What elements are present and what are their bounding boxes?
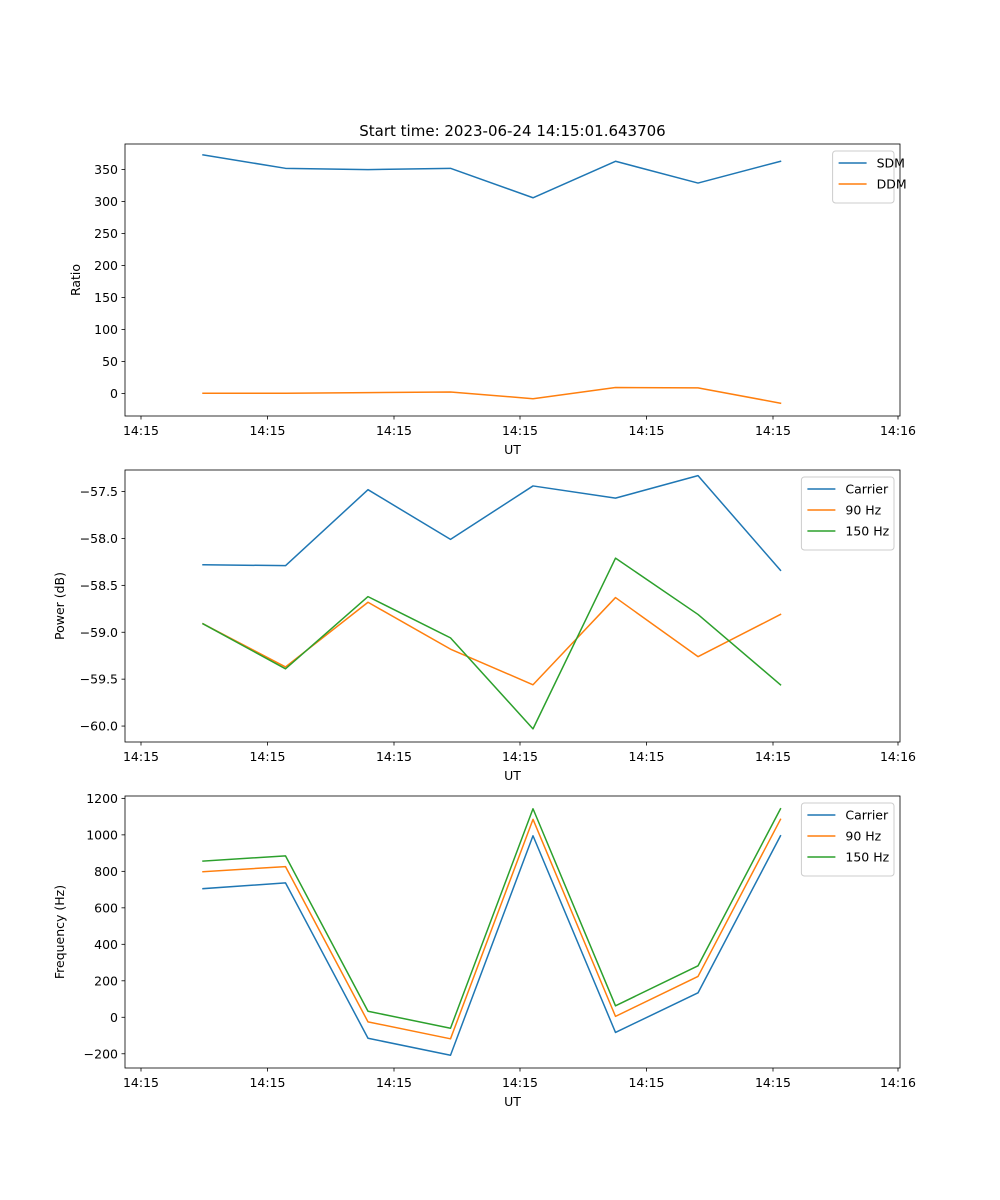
legend: Carrier 90 Hz 150 Hz: [800, 476, 895, 551]
x-tick-label: 14:15: [376, 423, 412, 438]
y-axis-label: Ratio: [68, 264, 83, 296]
series-line-carrier: [202, 474, 782, 572]
chart-panel-2: −60.0 −59.5 −59.0 −58.5 −58.0 −57.5 14:15 14:15…: [52, 469, 916, 783]
y-tick-label: 50: [102, 354, 118, 369]
legend-label: DDM: [877, 177, 907, 192]
legend: Carrier 90 Hz 150 Hz: [800, 802, 895, 877]
x-tick-label: 14:15: [502, 749, 538, 764]
x-tick-label: 14:15: [502, 1075, 538, 1090]
legend-label: Carrier: [845, 482, 889, 497]
legend-label: Carrier: [845, 808, 889, 823]
y-tick-label: 150: [94, 290, 118, 305]
y-tick-label: 1000: [86, 827, 118, 842]
chart-panel-3: −200 0 200 400 600 800 1000 1200 14:15 14:15 14:15…: [52, 791, 916, 1109]
legend-box: [832, 150, 895, 204]
x-tick-label: 14:15: [249, 423, 285, 438]
x-tick-label: 14:15: [755, 423, 791, 438]
series-line-ddm: [202, 386, 782, 405]
series-line-150-hz: [202, 807, 782, 1029]
x-tick-label: 14:15: [376, 749, 412, 764]
y-tick-label: −200: [84, 1046, 118, 1061]
y-tick-label: 300: [94, 194, 118, 209]
x-tick-label: 14:15: [376, 1075, 412, 1090]
legend-label: 150 Hz: [845, 524, 889, 539]
figure-title: Start time: 2023-06-24 14:15:01.643706: [359, 122, 665, 140]
x-axis-label: UT: [504, 768, 521, 783]
series-line-sdm: [202, 154, 782, 199]
axes-frame: [124, 143, 901, 417]
x-tick-label: 14:15: [628, 423, 664, 438]
x-tick-label: 14:15: [628, 1075, 664, 1090]
x-tick-label: 14:15: [123, 423, 159, 438]
legend-label: SDM: [877, 156, 905, 171]
chart-panel-1: 0 50 100 150 200 250 300 350 14:15 14:15 14:15 14:1…: [68, 143, 916, 457]
series-line-carrier: [202, 834, 782, 1056]
panels: 0 50 100 150 200 250 300 350 14:15 14:15 14:15 14:1…: [52, 143, 916, 1109]
x-tick-label: 14:15: [755, 1075, 791, 1090]
y-tick-label: −60.0: [80, 719, 118, 734]
x-tick-label: 14:15: [249, 749, 285, 764]
y-tick-label: 600: [94, 900, 118, 915]
y-tick-label: 400: [94, 937, 118, 952]
y-tick-label: 1200: [86, 791, 118, 806]
x-tick-label: 14:16: [880, 749, 916, 764]
y-tick-label: 800: [94, 864, 118, 879]
y-tick-label: 0: [110, 386, 118, 401]
y-tick-label: 250: [94, 226, 118, 241]
x-tick-label: 14:16: [880, 423, 916, 438]
x-axis-label: UT: [504, 1094, 521, 1109]
y-axis-label: Power (dB): [52, 572, 67, 640]
x-axis-label: UT: [504, 442, 521, 457]
axes-frame: [124, 795, 901, 1069]
x-tick-label: 14:16: [880, 1075, 916, 1090]
x-tick-label: 14:15: [628, 749, 664, 764]
x-tick-label: 14:15: [123, 749, 159, 764]
series-line-90-hz: [202, 818, 782, 1040]
y-tick-label: 0: [110, 1010, 118, 1025]
y-tick-label: −57.5: [80, 484, 118, 499]
y-tick-label: 200: [94, 973, 118, 988]
y-axis-label: Frequency (Hz): [52, 885, 67, 979]
y-tick-label: −58.0: [80, 531, 118, 546]
series-line-150-hz: [201, 557, 782, 730]
x-tick-label: 14:15: [502, 423, 538, 438]
y-tick-label: 350: [94, 162, 118, 177]
y-tick-label: 200: [94, 258, 118, 273]
legend-label: 90 Hz: [845, 829, 881, 844]
legend: SDM DDM: [832, 150, 907, 204]
y-tick-label: 100: [94, 322, 118, 337]
x-tick-label: 14:15: [123, 1075, 159, 1090]
x-tick-label: 14:15: [249, 1075, 285, 1090]
legend-label: 90 Hz: [845, 503, 881, 518]
x-tick-label: 14:15: [755, 749, 791, 764]
y-tick-label: −59.5: [80, 672, 118, 687]
y-tick-label: −59.0: [80, 625, 118, 640]
axes-frame: [124, 469, 901, 743]
y-tick-label: −58.5: [80, 578, 118, 593]
legend-label: 150 Hz: [845, 850, 889, 865]
